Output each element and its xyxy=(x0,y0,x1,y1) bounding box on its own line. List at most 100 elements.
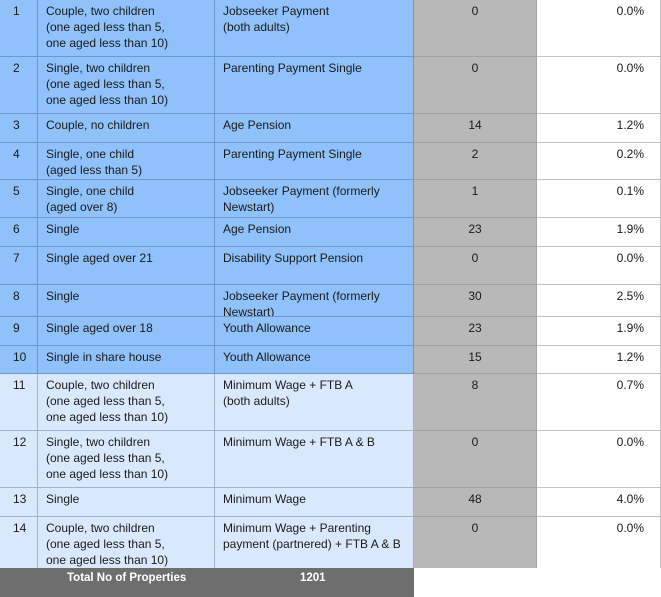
percent-text: 0.0% xyxy=(616,435,644,449)
household-type-text: Single aged over 21 xyxy=(46,251,153,265)
row-number-cell: 7 xyxy=(0,247,38,285)
property-count-text: 0 xyxy=(471,61,479,75)
percent-text: 1.9% xyxy=(616,321,644,335)
row-number-text: 5 xyxy=(13,184,20,198)
table-row: 2 Single, two children (one aged less tha… xyxy=(0,57,661,114)
payment-type-text: Age Pension xyxy=(223,222,292,236)
percent-cell: 1.9% xyxy=(537,317,661,346)
property-count-cell: 23 xyxy=(414,218,537,247)
payment-type-cell: Parenting Payment Single xyxy=(215,143,414,180)
payment-type-text: Jobseeker Payment (formerly Newstart) xyxy=(223,184,380,214)
household-type-text: Single aged over 18 xyxy=(46,321,153,335)
row-number-text: 9 xyxy=(13,321,20,335)
percent-text: 0.0% xyxy=(616,4,644,18)
property-count-text: 1 xyxy=(471,184,479,198)
total-value: 1201 xyxy=(300,572,326,584)
payment-type-cell: Parenting Payment Single xyxy=(215,57,414,114)
table-row: 1 Couple, two children (one aged less tha… xyxy=(0,0,661,57)
percent-text: 4.0% xyxy=(616,492,644,506)
percent-text: 0.0% xyxy=(616,61,644,75)
property-count-cell: 1 xyxy=(414,180,537,218)
percent-text: 2.5% xyxy=(616,289,644,303)
property-count-text: 2 xyxy=(471,147,479,161)
household-type-cell: Single in share house xyxy=(38,346,215,374)
household-type-cell: Single, one child (aged over 8) xyxy=(38,180,215,218)
property-count-text: 0 xyxy=(471,521,479,535)
table-row: 13 Single Minimum Wage 48 4.0% xyxy=(0,488,661,517)
household-type-text: Single, two children (one aged less than… xyxy=(46,435,169,481)
payment-type-text: Minimum Wage + FTB A & B xyxy=(223,435,375,449)
payment-type-cell: Jobseeker Payment (formerly Newstart) xyxy=(215,180,414,218)
row-number-cell: 9 xyxy=(0,317,38,346)
row-number-cell: 1 xyxy=(0,0,38,57)
percent-text: 1.2% xyxy=(616,350,644,364)
percent-cell: 0.0% xyxy=(537,0,661,57)
payment-type-text: Disability Support Pension xyxy=(223,251,364,265)
household-type-cell: Couple, two children (one aged less than… xyxy=(38,374,215,431)
row-number-cell: 6 xyxy=(0,218,38,247)
payment-type-text: Minimum Wage + FTB A (both adults) xyxy=(223,378,353,408)
property-count-cell: 0 xyxy=(414,517,537,569)
row-number-text: 1 xyxy=(13,4,20,18)
household-type-cell: Single, two children (one aged less than… xyxy=(38,431,215,488)
payment-type-cell: Minimum Wage + Parenting payment (partne… xyxy=(215,517,414,569)
row-number-text: 12 xyxy=(13,435,27,449)
household-type-text: Couple, no children xyxy=(46,118,150,132)
property-count-cell: 0 xyxy=(414,247,537,285)
row-number-text: 6 xyxy=(13,222,20,236)
percent-text: 0.1% xyxy=(616,184,644,198)
table-row: 5 Single, one child (aged over 8) Jobseeke… xyxy=(0,180,661,218)
payment-type-text: Minimum Wage xyxy=(223,492,306,506)
percent-cell: 4.0% xyxy=(537,488,661,517)
percent-cell: 1.2% xyxy=(537,114,661,143)
property-count-text: 48 xyxy=(468,492,482,506)
row-number-cell: 4 xyxy=(0,143,38,180)
payment-type-cell: Jobseeker Payment (formerly Newstart) xyxy=(215,285,414,317)
household-type-cell: Single, one child (aged less than 5) xyxy=(38,143,215,180)
total-row-label-cell: Total No of Properties 1201 xyxy=(0,568,414,597)
household-type-text: Couple, two children (one aged less than… xyxy=(46,378,169,424)
property-count-cell: 15 xyxy=(414,346,537,374)
payment-type-text: Jobseeker Payment (both adults) xyxy=(223,4,330,34)
payment-type-cell: Minimum Wage xyxy=(215,488,414,517)
property-count-text: 0 xyxy=(471,4,479,18)
percent-text: 0.2% xyxy=(616,147,644,161)
household-type-cell: Single xyxy=(38,218,215,247)
total-row-blank xyxy=(414,568,661,597)
property-count-text: 0 xyxy=(471,435,479,449)
percent-text: 1.2% xyxy=(616,118,644,132)
table-row: 9 Single aged over 18 Youth Allowance 23 1.9… xyxy=(0,317,661,346)
household-type-text: Single xyxy=(46,222,80,236)
property-count-text: 15 xyxy=(468,350,482,364)
payment-type-cell: Disability Support Pension xyxy=(215,247,414,285)
payment-type-cell: Jobseeker Payment (both adults) xyxy=(215,0,414,57)
percent-text: 0.0% xyxy=(616,251,644,265)
row-number-text: 13 xyxy=(13,492,27,506)
property-count-cell: 23 xyxy=(414,317,537,346)
household-type-cell: Couple, two children (one aged less than… xyxy=(38,517,215,569)
property-count-cell: 2 xyxy=(414,143,537,180)
property-count-text: 30 xyxy=(468,289,482,303)
payment-type-text: Minimum Wage + Parenting payment (partne… xyxy=(223,521,401,551)
household-type-cell: Single aged over 18 xyxy=(38,317,215,346)
property-count-cell: 30 xyxy=(414,285,537,317)
household-type-cell: Single xyxy=(38,488,215,517)
row-number-cell: 3 xyxy=(0,114,38,143)
household-type-cell: Couple, no children xyxy=(38,114,215,143)
table-row: 12 Single, two children (one aged less th… xyxy=(0,431,661,488)
percent-cell: 0.0% xyxy=(537,247,661,285)
row-number-cell: 2 xyxy=(0,57,38,114)
property-count-cell: 0 xyxy=(414,431,537,488)
payment-type-cell: Minimum Wage + FTB A (both adults) xyxy=(215,374,414,431)
household-type-text: Single, one child (aged over 8) xyxy=(46,184,135,214)
percent-cell: 0.0% xyxy=(537,517,661,569)
table-row: 6 Single Age Pension 23 1.9% xyxy=(0,218,661,247)
payment-type-cell: Youth Allowance xyxy=(215,346,414,374)
row-number-cell: 8 xyxy=(0,285,38,317)
row-number-text: 7 xyxy=(13,251,20,265)
row-number-text: 2 xyxy=(13,61,20,75)
table-row: 14 Couple, two children (one aged less th… xyxy=(0,517,661,569)
row-number-cell: 11 xyxy=(0,374,38,431)
property-count-text: 23 xyxy=(468,321,482,335)
row-number-cell: 5 xyxy=(0,180,38,218)
